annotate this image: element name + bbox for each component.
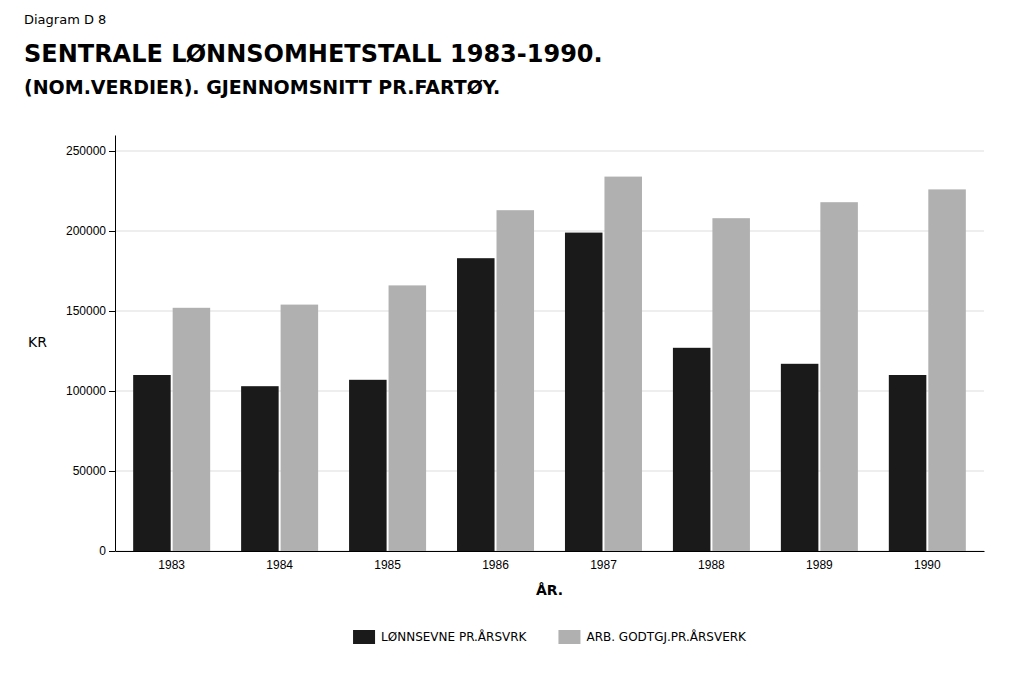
bar — [349, 380, 387, 551]
title: SENTRALE LØNNSOMHETSTALL 1983-1990. — [24, 40, 603, 68]
legend-label: ARB. GODTGJ.PR.ÅRSVERK — [586, 629, 747, 644]
bar — [820, 202, 858, 551]
bar — [928, 189, 966, 551]
legend: LØNNSEVNE PR.ÅRSVRK ARB. GODTGJ.PR.ÅRSVER… — [353, 629, 747, 645]
x-axis-line — [116, 551, 985, 552]
bar — [604, 177, 642, 551]
legend-swatch — [558, 630, 580, 644]
series — [173, 177, 966, 551]
y-tick-mark — [109, 311, 115, 312]
annotation: Diagram D 8 — [24, 12, 106, 27]
y-axis-line — [115, 136, 116, 552]
x-tick-label: 1983 — [158, 558, 185, 572]
bar — [241, 386, 279, 551]
x-axis-label: ÅR. — [536, 582, 563, 598]
bar — [457, 258, 495, 551]
y-tick: 50000 — [73, 464, 115, 478]
x-tick-label: 1987 — [590, 558, 617, 572]
bar — [565, 233, 603, 551]
x-tick: 1987 — [590, 558, 617, 572]
y-tick: 0 — [99, 544, 115, 558]
y-tick-label: 150000 — [66, 304, 106, 318]
x-tick-label: 1985 — [374, 558, 401, 572]
y-tick-label: 250000 — [66, 144, 106, 158]
legend-swatch — [353, 630, 375, 644]
x-tick-label: 1989 — [806, 558, 833, 572]
legend-item: LØNNSEVNE PR.ÅRSVRK — [353, 629, 528, 645]
plot: 1983 1984 1985 1986 1987 1988 1989 1990 0 50000 10… — [28, 136, 984, 645]
y-tick: 150000 — [66, 304, 115, 318]
x-axis: 1983 1984 1985 1986 1987 1988 1989 1990 — [116, 552, 985, 572]
bars — [133, 177, 966, 551]
x-tick: 1985 — [374, 558, 401, 572]
x-tick-label: 1990 — [914, 558, 941, 572]
y-tick-mark — [109, 551, 115, 552]
x-tick: 1983 — [158, 558, 185, 572]
x-tick-label: 1988 — [698, 558, 725, 572]
bar — [673, 348, 711, 551]
subtitle: (NOM.VERDIER). GJENNOMSNITT PR.FARTØY. — [24, 76, 500, 98]
legend-label: LØNNSEVNE PR.ÅRSVRK — [381, 629, 528, 644]
y-tick-label: 200000 — [66, 224, 106, 238]
bar — [712, 218, 750, 551]
y-tick-label: 50000 — [73, 464, 107, 478]
y-tick: 200000 — [66, 224, 115, 238]
y-axis-label: KR — [28, 334, 47, 350]
y-tick-label: 0 — [99, 544, 106, 558]
grid-line — [115, 151, 984, 152]
grid — [115, 151, 984, 551]
bar — [173, 308, 211, 551]
bar — [389, 285, 427, 551]
bar — [889, 375, 927, 551]
bar — [133, 375, 171, 551]
y-tick: 100000 — [66, 384, 115, 398]
x-tick-label: 1984 — [266, 558, 293, 572]
y-tick: 250000 — [66, 144, 115, 158]
x-tick: 1988 — [698, 558, 725, 572]
x-tick: 1984 — [266, 558, 293, 572]
x-tick: 1989 — [806, 558, 833, 572]
bar — [781, 364, 819, 551]
bar — [281, 305, 319, 551]
chart: Diagram D 8 SENTRALE LØNNSOMHETSTALL 1983… — [0, 0, 1024, 686]
titles: Diagram D 8 SENTRALE LØNNSOMHETSTALL 1983… — [24, 12, 603, 98]
y-axis: 0 50000 100000 150000 200000 250000 — [66, 136, 116, 559]
bar — [497, 210, 535, 551]
y-tick-label: 100000 — [66, 384, 106, 398]
legend-item: ARB. GODTGJ.PR.ÅRSVERK — [558, 629, 747, 645]
y-tick-mark — [109, 231, 115, 232]
y-tick-mark — [109, 391, 115, 392]
y-tick-mark — [109, 151, 115, 152]
y-tick-mark — [109, 471, 115, 472]
x-tick: 1986 — [482, 558, 509, 572]
x-tick: 1990 — [914, 558, 941, 572]
x-tick-label: 1986 — [482, 558, 509, 572]
